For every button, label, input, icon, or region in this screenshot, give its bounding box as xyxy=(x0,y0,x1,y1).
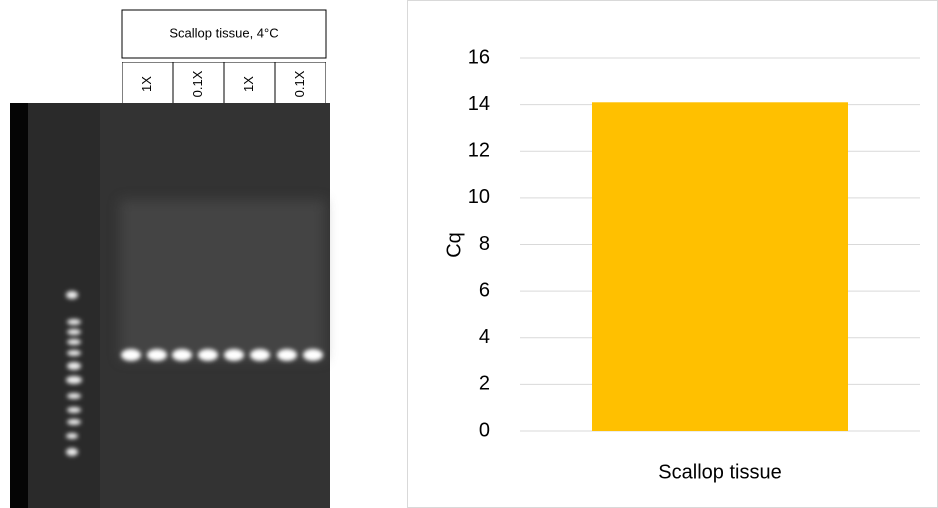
lane-label: 1X xyxy=(241,76,256,92)
y-tick-label: 6 xyxy=(479,279,490,301)
y-tick-label: 0 xyxy=(479,419,490,441)
lane-box xyxy=(223,62,276,103)
plot: 0 2 4 6 8 10 12 14 16 Scallop tissue xyxy=(468,46,920,483)
y-tick-label: 10 xyxy=(468,186,490,208)
y-tick-label: 4 xyxy=(479,326,490,348)
gel-header: Scallop tissue, 4°C xyxy=(169,25,278,40)
lane-labels: 1X 0.1X 1X 0.1X xyxy=(122,62,326,103)
lane-label: 0.1X xyxy=(190,70,205,97)
y-tick-label: 14 xyxy=(468,93,490,115)
y-axis-label: Cq xyxy=(443,232,465,258)
y-tick-label: 2 xyxy=(479,373,490,395)
header-box xyxy=(121,9,327,59)
x-tick-label: Scallop tissue xyxy=(658,461,781,483)
y-tick-label: 12 xyxy=(468,140,490,162)
lane-label: 0.1X xyxy=(292,70,307,97)
lane-box xyxy=(172,62,225,103)
bar xyxy=(592,102,848,431)
gel-image xyxy=(10,103,330,508)
y-tick-label: 16 xyxy=(468,46,490,68)
lane-label: 1X xyxy=(139,76,154,92)
y-tick-label: 8 xyxy=(479,233,490,255)
lane-box xyxy=(274,62,326,103)
